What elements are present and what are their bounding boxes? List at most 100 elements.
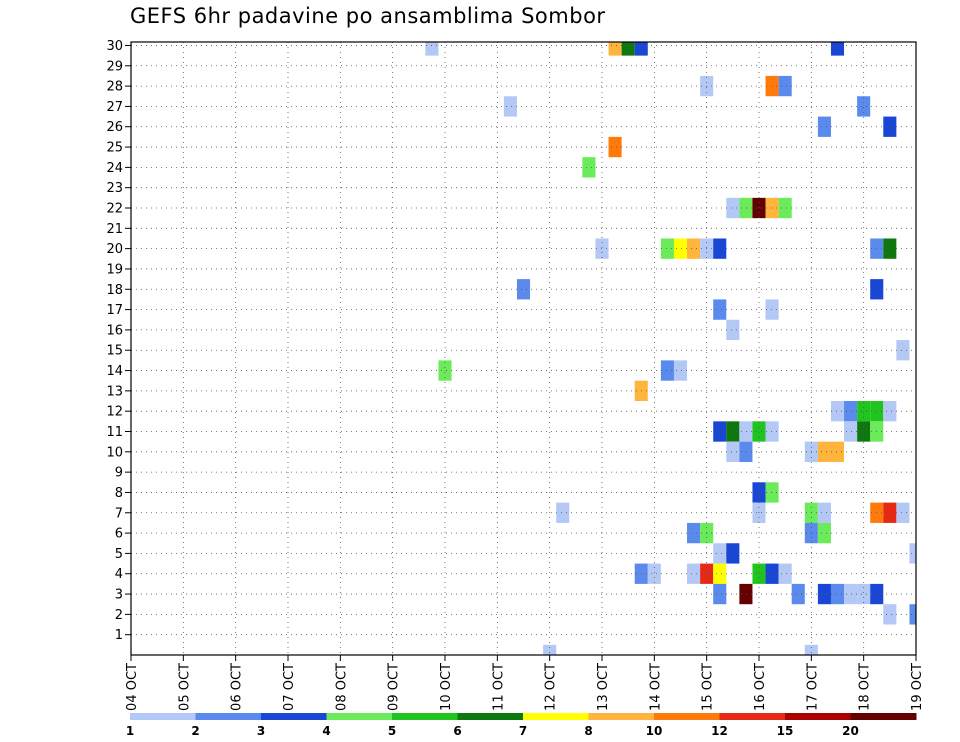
precip-cell <box>791 583 805 605</box>
precip-cell <box>752 563 766 584</box>
y-tick-label: 4 <box>115 567 123 582</box>
precip-cell <box>909 543 916 564</box>
x-tick-label: 10 OCT <box>439 663 454 711</box>
y-tick-label: 24 <box>106 161 123 176</box>
plot-frame <box>130 41 917 656</box>
precip-cell <box>608 42 622 56</box>
x-tick-label: 11 OCT <box>491 663 506 711</box>
precip-cell <box>830 583 845 605</box>
precip-cell <box>765 299 779 320</box>
precip-cell <box>726 197 740 219</box>
precip-cell <box>765 75 779 97</box>
y-tick-label: 9 <box>115 466 123 481</box>
y-tick-label: 1 <box>115 628 123 643</box>
x-tick-label: 16 OCT <box>753 663 768 711</box>
precip-cell <box>857 96 871 117</box>
precip-cell <box>582 157 596 178</box>
y-tick-label: 26 <box>106 120 123 135</box>
y-tick-label: 25 <box>106 141 123 156</box>
legend-label: 1 <box>126 724 134 738</box>
x-tick-label: 09 OCT <box>387 663 402 711</box>
y-tick-label: 6 <box>115 527 123 542</box>
precip-cell <box>726 441 740 462</box>
precip-cell <box>896 502 910 523</box>
precip-cell <box>752 421 766 442</box>
precip-cell <box>713 421 727 442</box>
precip-cell <box>883 502 897 523</box>
precip-cell <box>673 238 688 259</box>
legend-swatch <box>523 713 589 720</box>
legend-label: 4 <box>322 724 330 738</box>
x-tick-label: 06 OCT <box>230 663 245 711</box>
precip-cell <box>726 319 740 341</box>
precip-cell <box>857 421 871 442</box>
precip-cell <box>647 563 661 584</box>
precip-cell <box>883 604 897 625</box>
x-tick-label: 12 OCT <box>544 663 559 711</box>
precip-cell <box>765 421 779 442</box>
precip-cell <box>817 502 831 523</box>
precip-cell <box>778 197 792 219</box>
precip-cell <box>660 360 674 381</box>
precip-cell <box>844 421 858 442</box>
y-tick-label: 8 <box>115 486 123 501</box>
x-tick-label: 08 OCT <box>334 663 349 711</box>
precip-cell <box>817 522 831 544</box>
precip-cell <box>673 360 688 381</box>
legend-label: 12 <box>711 724 728 738</box>
y-tick-label: 19 <box>106 262 123 277</box>
precip-cell <box>765 482 779 503</box>
precip-cell <box>726 421 740 442</box>
y-tick-label: 28 <box>106 80 123 95</box>
y-tick-label: 16 <box>106 323 123 338</box>
precip-cell <box>778 75 792 97</box>
legend-label: 10 <box>646 724 663 738</box>
legend-label: 20 <box>842 724 859 738</box>
precip-cell <box>713 583 727 605</box>
precip-cell <box>687 563 701 584</box>
legend-swatch <box>719 713 786 720</box>
y-tick-label: 14 <box>106 364 123 379</box>
precip-cell <box>713 299 727 320</box>
precip-cell <box>765 197 779 219</box>
legend-label: 8 <box>584 724 592 738</box>
precip-cell <box>634 42 648 56</box>
y-tick-label: 15 <box>106 344 123 359</box>
precip-cell <box>713 563 727 584</box>
precip-cell <box>817 441 831 462</box>
precip-cell <box>726 543 740 564</box>
precip-cell <box>765 563 779 584</box>
y-axis: 1234567891011121314151617181920212223242… <box>106 39 131 643</box>
legend-label: 15 <box>777 724 794 738</box>
x-tick-label: 18 OCT <box>858 663 873 711</box>
legend-swatch <box>457 713 524 720</box>
x-tick-label: 14 OCT <box>648 663 663 711</box>
y-tick-label: 13 <box>106 384 123 399</box>
precip-cell <box>817 116 831 137</box>
precip-cell <box>739 421 753 442</box>
x-tick-label: 07 OCT <box>282 663 297 711</box>
y-tick-label: 5 <box>115 547 123 562</box>
precip-cell <box>844 401 858 422</box>
grid-layer <box>131 42 916 655</box>
legend-swatch <box>261 713 327 720</box>
precip-cell <box>883 401 897 422</box>
x-tick-label: 05 OCT <box>177 663 192 711</box>
x-axis: 04 OCT 05 OCT 06 OCT 07 OCT 08 OCT 09 OCT 10 O… <box>125 655 925 711</box>
precip-cell <box>830 42 845 56</box>
y-tick-label: 23 <box>106 181 123 196</box>
legend-swatch <box>654 713 720 720</box>
legend-swatch <box>195 713 262 720</box>
legend-swatch <box>785 713 851 720</box>
y-tick-label: 27 <box>106 100 123 115</box>
precip-cell <box>883 238 897 259</box>
cells-layer <box>425 42 916 655</box>
precip-cell <box>857 401 871 422</box>
legend-swatch <box>130 713 196 720</box>
precip-cell <box>543 644 557 655</box>
precip-cell <box>687 522 701 544</box>
precip-cell <box>883 116 897 137</box>
y-tick-label: 7 <box>115 506 123 521</box>
legend-label: 3 <box>257 724 265 738</box>
